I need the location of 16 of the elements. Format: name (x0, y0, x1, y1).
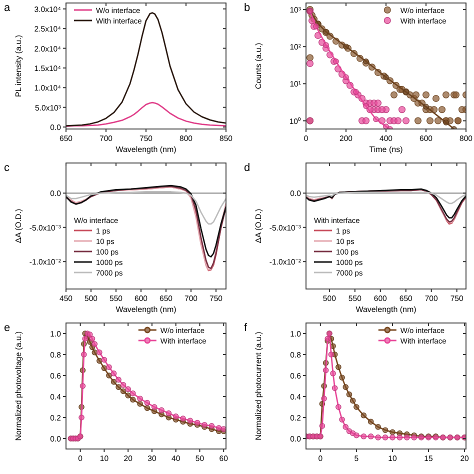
y-axis-title: ΔA (O.D.) (14, 208, 23, 244)
y-axis-title: Counts (a.u.) (254, 42, 263, 90)
y-axis-title: PL intensity (a.u.) (14, 34, 23, 97)
y-axis-title: ΔA (O.D.) (254, 208, 263, 244)
x-axis-title: Time (ns) (369, 145, 404, 154)
chart-title: f (244, 322, 248, 334)
x-axis-title: Wavelength (nm) (116, 145, 177, 154)
chart-title: d (244, 162, 250, 174)
chart-title: a (4, 2, 11, 14)
y-axis-title: Normalized photocurrent (a.u.) (254, 331, 263, 440)
x-axis-title: Wavelength (nm) (116, 305, 177, 314)
chart-title: b (244, 2, 250, 14)
chart-title: e (4, 322, 10, 334)
chart-title: c (4, 162, 10, 174)
x-axis-title: Wavelength (nm) (356, 305, 417, 314)
y-axis-title: Normalized photovoltage (a.u.) (14, 330, 23, 441)
